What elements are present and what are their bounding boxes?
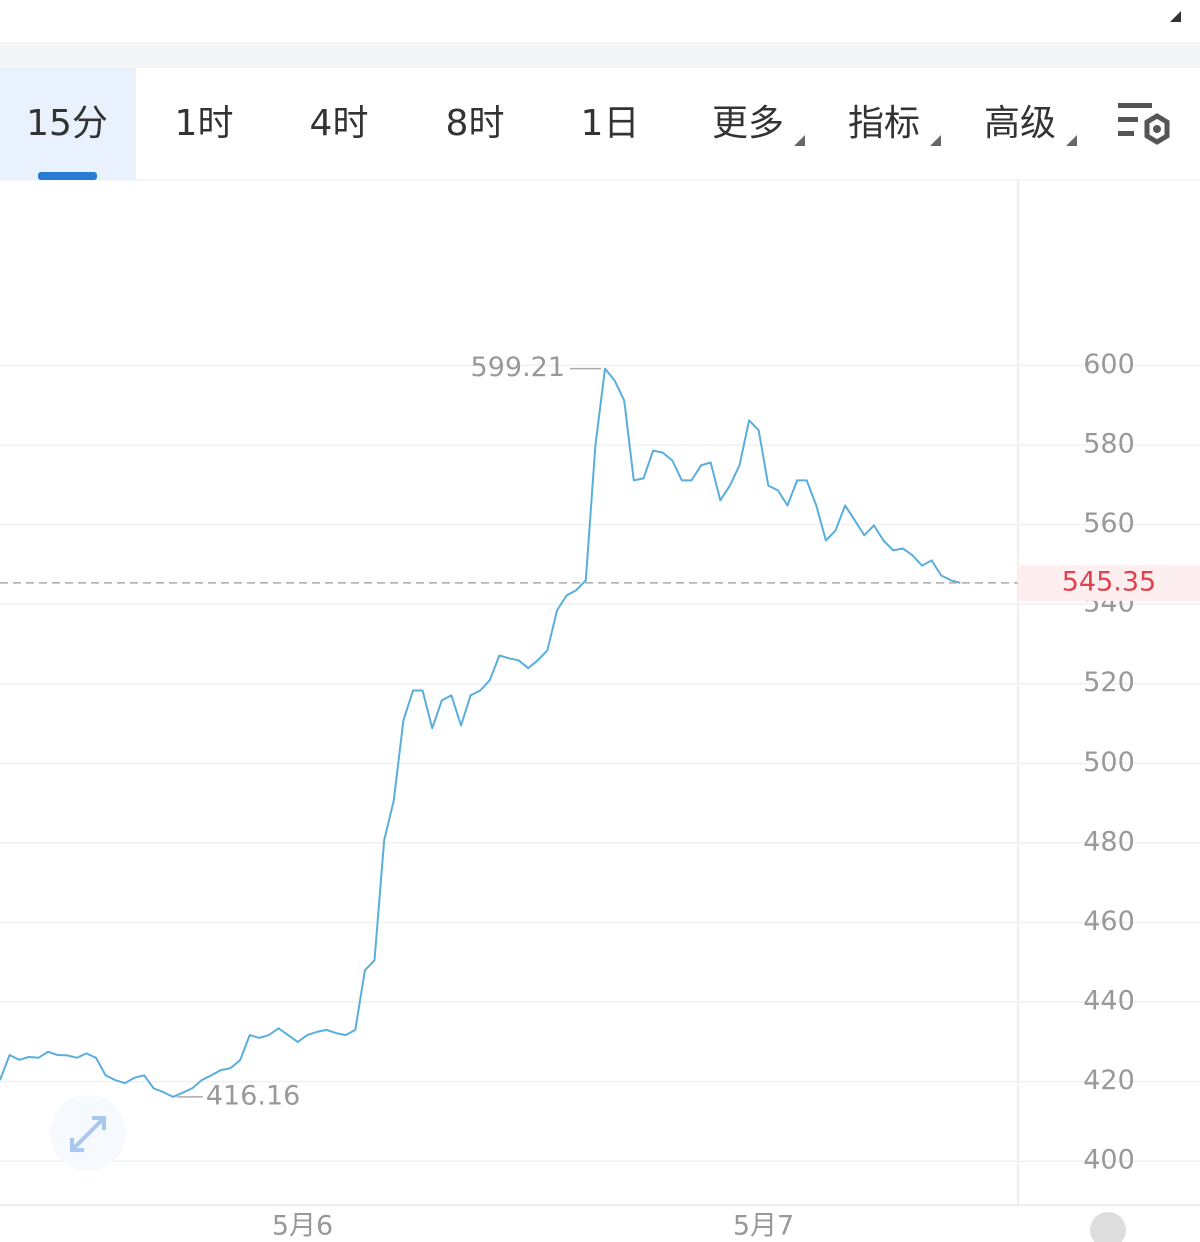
y-tick-label: 460 xyxy=(1083,906,1135,937)
y-tick-label: 480 xyxy=(1083,826,1135,857)
y-tick-label: 440 xyxy=(1083,986,1135,1017)
k-button[interactable] xyxy=(1090,1212,1126,1242)
icon-hex xyxy=(1144,113,1170,145)
y-tick-label: 400 xyxy=(1083,1145,1135,1176)
top-bar xyxy=(0,0,1200,42)
dropdown-arrow xyxy=(794,135,805,146)
price-line xyxy=(0,367,961,1098)
y-tick-label: 580 xyxy=(1083,429,1135,460)
y-tick-label: 420 xyxy=(1083,1065,1135,1096)
tab[interactable]: 15分 xyxy=(26,103,108,144)
high-label: 599.21 xyxy=(471,352,565,383)
icon-dot xyxy=(1153,125,1161,133)
x-tick-label: 5月7 xyxy=(733,1211,794,1242)
settings-icon[interactable] xyxy=(1118,103,1170,145)
icon-bar xyxy=(1118,131,1134,136)
y-tick-label: 560 xyxy=(1083,508,1135,539)
tab[interactable]: 高级 xyxy=(984,103,1056,144)
y-tick-label: 600 xyxy=(1083,349,1135,380)
tab[interactable]: 4时 xyxy=(310,103,369,144)
icon-bar xyxy=(1118,117,1138,122)
low-label: 416.16 xyxy=(206,1080,300,1111)
separator xyxy=(0,42,1200,68)
y-tick-label: 520 xyxy=(1083,667,1135,698)
active-tab-bg xyxy=(0,68,136,180)
tab[interactable]: 指标 xyxy=(848,103,920,144)
dropdown-arrow xyxy=(930,135,941,146)
tab[interactable]: 1日 xyxy=(581,103,640,144)
tab-bar xyxy=(0,68,1200,180)
tab[interactable]: 更多 xyxy=(712,103,784,144)
tab[interactable]: 1时 xyxy=(175,103,234,144)
x-tick-label: 5月6 xyxy=(272,1211,333,1242)
y-tick-label: 500 xyxy=(1083,747,1135,778)
fullscreen-button[interactable] xyxy=(50,1095,126,1171)
plot xyxy=(0,364,1200,1162)
active-tab-indicator xyxy=(38,172,97,180)
dropdown-arrow xyxy=(1066,135,1077,146)
last-price-label: 545.35 xyxy=(1062,566,1156,597)
signal-icon xyxy=(1170,11,1181,22)
expand-icon xyxy=(70,1116,106,1152)
last-price-bg xyxy=(1018,564,1200,601)
icon-bar xyxy=(1118,103,1152,108)
tab[interactable]: 8时 xyxy=(446,103,505,144)
